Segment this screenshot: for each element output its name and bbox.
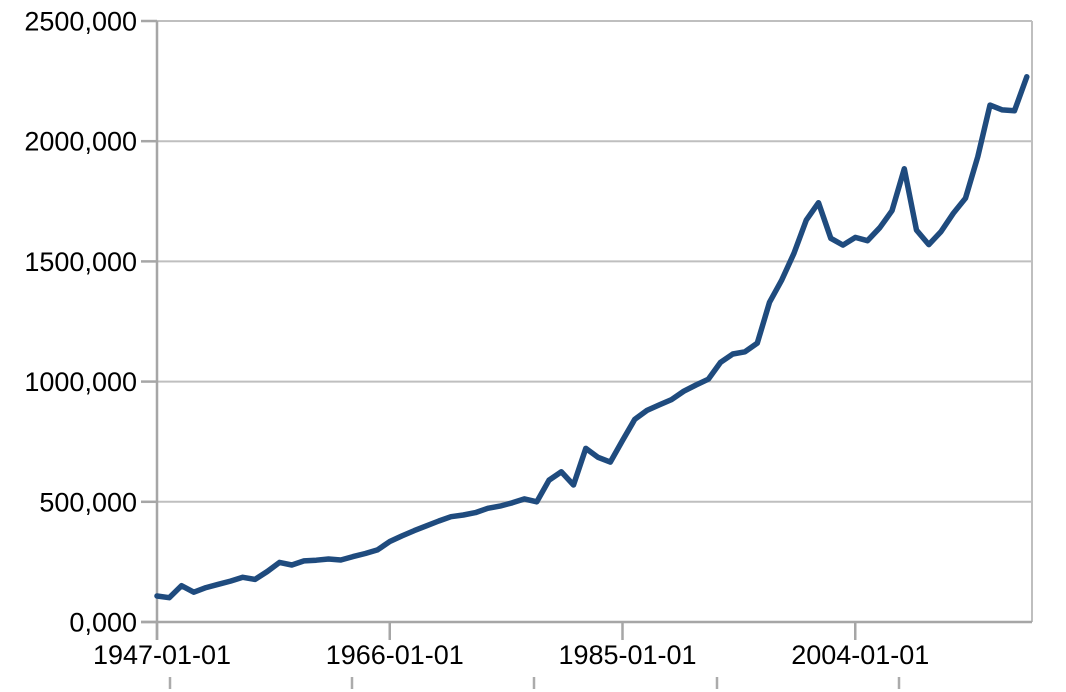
y-axis-label: 2000,000 <box>24 127 137 157</box>
data-series-line <box>154 74 1030 601</box>
series-group <box>154 74 1030 601</box>
y-axis-label: 2500,000 <box>24 7 137 37</box>
y-axis-label: 500,000 <box>39 487 137 517</box>
x-axis-label: 2004-01-01 <box>791 640 929 670</box>
ticks-group <box>141 19 857 640</box>
y-axis-label: 0,000 <box>69 608 137 638</box>
x-axis-label: 1985-01-01 <box>558 640 696 670</box>
gridlines-group <box>157 20 1033 622</box>
axes-group <box>141 21 1032 640</box>
y-axis-labels-group: 0,000 500,000 1000,000 1500,000 2000,000 2500… <box>24 7 137 638</box>
x-axis-label: 1966-01-01 <box>326 640 464 670</box>
x-axis-label: 1947-01-01 <box>93 640 231 670</box>
y-axis-label: 1500,000 <box>24 247 137 277</box>
y-axis-label: 1000,000 <box>24 367 137 397</box>
bottom-partial-axis-group <box>168 677 901 689</box>
x-axis-labels-group: 1947-01-01 1966-01-01 1985-01-01 2004-01-01 <box>93 640 929 670</box>
